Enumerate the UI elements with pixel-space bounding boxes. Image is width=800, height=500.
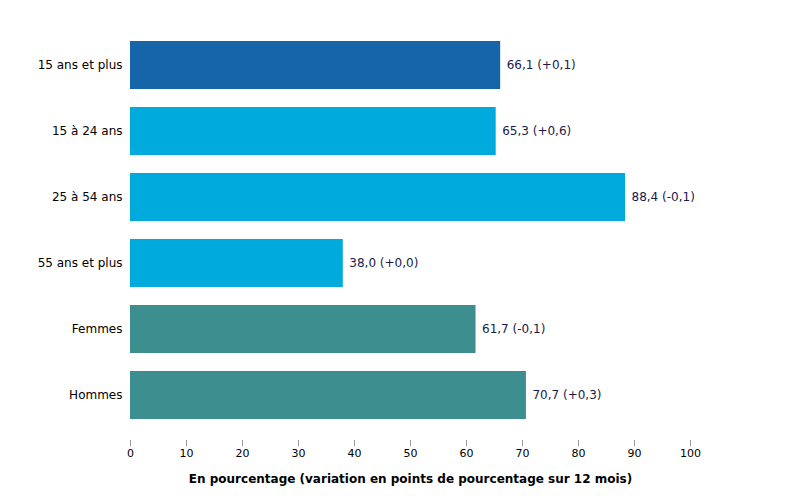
svg-text:80: 80 [572,447,586,460]
svg-text:60: 60 [460,447,474,460]
svg-text:55 ans et plus: 55 ans et plus [38,256,123,270]
svg-text:10: 10 [180,447,194,460]
svg-text:20: 20 [236,447,250,460]
svg-text:30: 30 [292,447,306,460]
svg-text:66,1 (+0,1): 66,1 (+0,1) [507,58,576,72]
svg-text:En pourcentage (variation en p: En pourcentage (variation en points de p… [189,472,632,486]
svg-text:25 à 54 ans: 25 à 54 ans [52,190,123,204]
svg-text:65,3 (+0,6): 65,3 (+0,6) [502,124,571,138]
svg-text:90: 90 [628,447,642,460]
svg-text:40: 40 [348,447,362,460]
svg-text:Femmes: Femmes [72,322,123,336]
svg-text:50: 50 [404,447,418,460]
svg-text:70,7 (+0,3): 70,7 (+0,3) [532,388,601,402]
svg-text:15 ans et plus: 15 ans et plus [38,58,123,72]
svg-text:Hommes: Hommes [69,388,122,402]
svg-text:15 à 24 ans: 15 à 24 ans [52,124,123,138]
svg-text:0: 0 [127,447,134,460]
svg-text:61,7 (-0,1): 61,7 (-0,1) [482,322,545,336]
svg-text:88,4 (-0,1): 88,4 (-0,1) [632,190,695,204]
svg-text:100: 100 [680,447,701,460]
svg-text:38,0 (+0,0): 38,0 (+0,0) [349,256,418,270]
svg-text:70: 70 [516,447,530,460]
